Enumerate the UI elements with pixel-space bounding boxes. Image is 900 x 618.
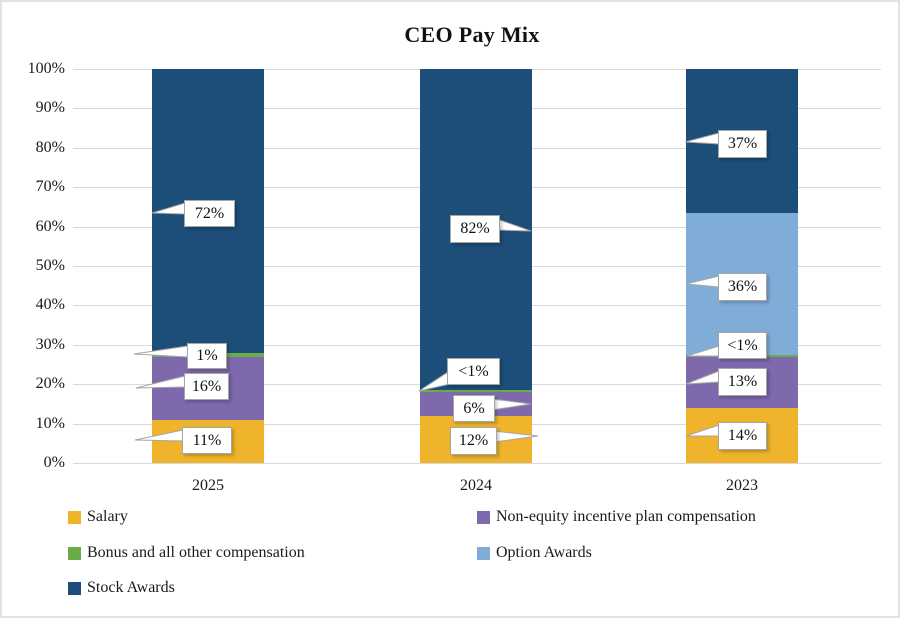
legend-swatch-icon [477,510,490,524]
data-label-2025-4: 72% [184,200,235,227]
data-label-2025-1: 16% [184,373,229,400]
legend-swatch-icon [477,546,490,560]
y-axis-tick-label: 40% [35,296,65,314]
x-axis-label: 2025 [192,477,224,494]
data-label-2024-1: 6% [453,395,495,422]
data-label-2023-3: 36% [718,273,767,301]
legend-item: Salary [68,507,128,527]
data-label-2025-2: 1% [187,343,227,369]
legend-swatch-icon [68,510,81,524]
data-label-2023-1: 13% [718,368,767,396]
data-label-2024-0: 12% [450,427,497,455]
data-label-2025-0: 11% [182,427,232,454]
y-axis-tick-label: 50% [35,257,65,274]
y-axis-tick-label: 0% [43,454,65,471]
legend-item: Option Awards [477,543,592,563]
legend-label: Bonus and all other compensation [87,544,305,561]
data-label-2023-2: <1% [718,332,767,359]
y-axis-tick-label: 20% [35,375,65,393]
legend-item: Non-equity incentive plan compensation [477,507,756,527]
x-axis-label: 2023 [726,477,758,494]
y-axis-tick-label: 10% [35,414,65,432]
legend-label: Stock Awards [87,579,175,596]
legend-swatch-icon [68,546,81,560]
y-axis-tick-label: 70% [35,178,65,196]
legend-swatch-icon [68,581,81,595]
data-label-2023-0: 14% [718,422,767,450]
legend-label: Salary [87,508,128,525]
gridline [73,463,881,464]
y-axis-tick-label: 100% [27,60,65,77]
y-axis-tick-label: 30% [35,335,65,353]
legend-item: Stock Awards [68,578,175,598]
y-axis-tick-label: 90% [35,99,65,117]
bar-2024-segment-2 [420,390,532,393]
y-axis-tick-label: 80% [35,138,65,156]
data-label-2023-4: 37% [718,130,767,158]
legend-label: Non-equity incentive plan compensation [496,508,756,525]
chart-title: CEO Pay Mix [404,22,540,47]
legend-label: Option Awards [496,544,592,561]
legend-item: Bonus and all other compensation [68,543,305,563]
data-label-2024-4: 82% [450,215,500,243]
data-label-2024-2: <1% [447,358,500,385]
y-axis-tick-label: 60% [35,217,65,235]
x-axis-label: 2024 [460,477,492,494]
